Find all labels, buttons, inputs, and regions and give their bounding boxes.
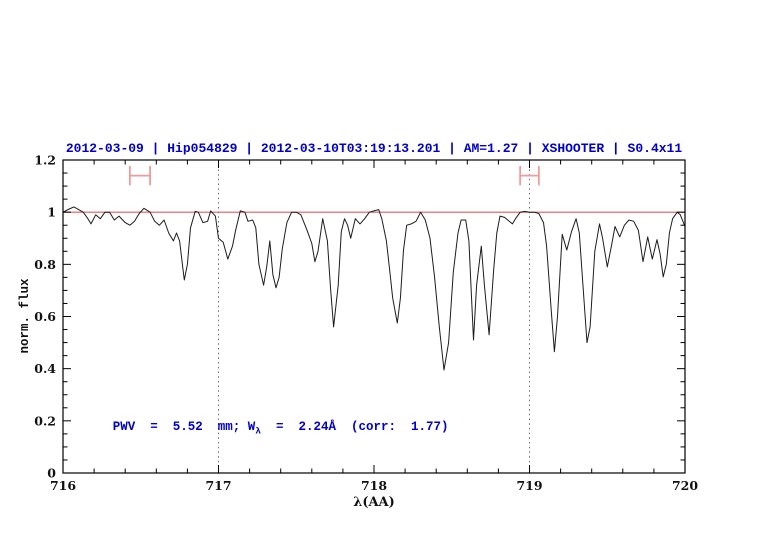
y-axis-tick-labels: 0 0.2 0.4 0.6 0.8 1 1.2 (34, 153, 56, 481)
x-tick-label: 718 (361, 478, 387, 493)
bandpass-markers (128, 165, 540, 186)
x-tick-label: 719 (516, 478, 542, 493)
x-tick-label: 717 (205, 478, 231, 493)
y-tick-label: 0.8 (34, 257, 56, 272)
x-axis-ticks (62, 160, 686, 473)
y-tick-label: 1.2 (34, 153, 56, 168)
pwv-annotation-rest: = 2.24Å (corr: 1.77) (261, 419, 449, 434)
plot-title: 2012-03-09 | Hip054829 | 2012-03-10T03:1… (66, 141, 682, 156)
x-tick-label: 720 (672, 478, 698, 493)
pwv-annotation-main: PWV = 5.52 mm; W (113, 420, 256, 434)
y-tick-label: 0.4 (34, 361, 56, 376)
pwv-annotation: PWV = 5.52 mm; Wλ = 2.24Å (corr: 1.77) (113, 419, 449, 437)
spectrum-curve (62, 206, 686, 371)
pwv-annotation-subscript: λ (255, 425, 261, 436)
spectrum-curve-group (62, 206, 686, 371)
x-axis-tick-labels: 716 717 718 719 720 (50, 478, 698, 493)
x-axis-label: λ(AA) (353, 495, 395, 510)
y-axis-label: norm. flux (18, 278, 32, 354)
y-tick-label: 0.2 (34, 413, 56, 428)
y-axis-ticks (63, 159, 685, 474)
y-tick-label: 0.6 (34, 309, 56, 324)
x-tick-label: 716 (50, 478, 76, 493)
y-tick-label: 0 (47, 466, 56, 481)
y-tick-label: 1 (47, 205, 56, 220)
